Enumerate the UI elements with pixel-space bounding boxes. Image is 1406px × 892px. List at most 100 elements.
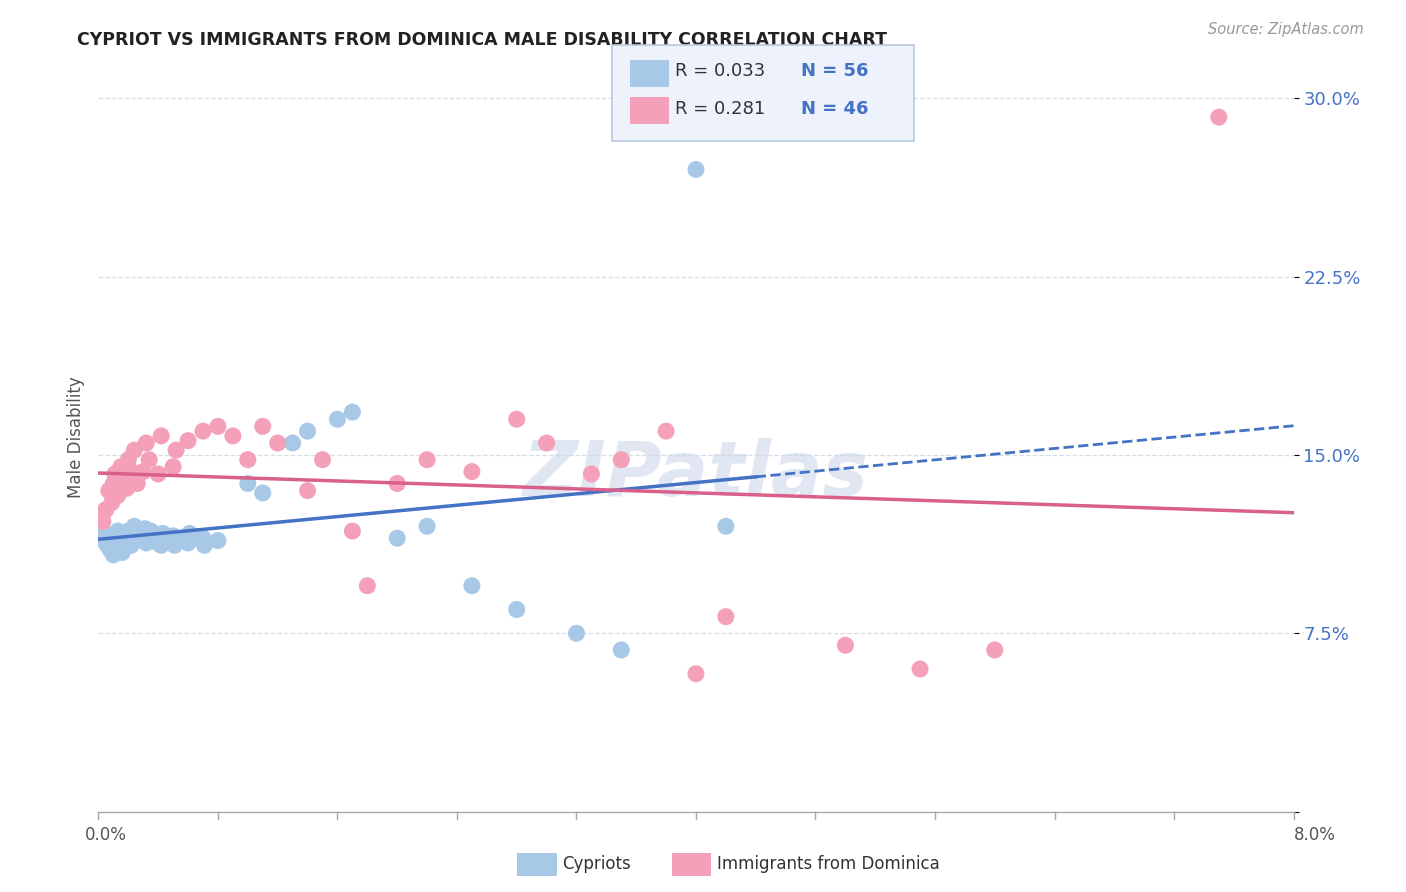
Point (101, 541, 124, 555)
Point (124, 519, 146, 533)
Point (136, 529, 159, 543)
Point (179, 526, 201, 541)
Point (207, 419, 229, 434)
Point (506, 602, 529, 616)
Point (311, 452, 333, 467)
Text: Immigrants from Dominica: Immigrants from Dominica (717, 855, 939, 873)
Point (267, 436, 290, 450)
Point (108, 536, 131, 550)
Point (110, 531, 132, 545)
Point (191, 424, 214, 438)
Point (132, 465, 155, 479)
Text: 8.0%: 8.0% (1294, 826, 1336, 844)
Y-axis label: Male Disability: Male Disability (66, 376, 84, 498)
Point (610, 643, 633, 657)
Point (138, 533, 160, 548)
Point (135, 536, 157, 550)
Point (714, 519, 737, 533)
Point (153, 533, 176, 548)
Point (152, 526, 174, 541)
Point (96, 538, 118, 552)
Point (101, 495, 124, 509)
Text: N = 56: N = 56 (801, 62, 869, 80)
Point (94, 536, 117, 550)
Point (162, 459, 184, 474)
Text: Source: ZipAtlas.com: Source: ZipAtlas.com (1208, 22, 1364, 37)
Text: CYPRIOT VS IMMIGRANTS FROM DOMINICA MALE DISABILITY CORRELATION CHART: CYPRIOT VS IMMIGRANTS FROM DOMINICA MALE… (77, 31, 887, 49)
Point (356, 579, 378, 593)
Point (236, 452, 259, 467)
Point (127, 476, 149, 491)
Point (115, 481, 138, 495)
Point (536, 436, 558, 450)
Point (297, 424, 319, 438)
Text: R = 0.033: R = 0.033 (675, 62, 765, 80)
Point (105, 538, 128, 552)
Point (236, 476, 259, 491)
Point (565, 626, 588, 640)
Point (118, 531, 141, 545)
Point (834, 638, 856, 652)
Point (908, 662, 931, 676)
Point (117, 524, 139, 538)
Point (165, 531, 187, 545)
Point (148, 536, 170, 550)
Point (121, 526, 143, 541)
Point (207, 533, 229, 548)
Point (97, 533, 120, 548)
Point (104, 467, 127, 481)
Point (342, 405, 364, 419)
Point (385, 531, 409, 545)
Point (385, 476, 409, 491)
Point (98, 543, 122, 558)
Point (135, 436, 157, 450)
Point (685, 666, 707, 681)
Point (191, 531, 214, 545)
Point (93, 531, 115, 545)
Point (342, 524, 364, 538)
Point (984, 643, 1007, 657)
Point (111, 545, 134, 559)
Point (107, 524, 129, 538)
Point (281, 436, 304, 450)
Point (91, 524, 114, 538)
Point (132, 531, 155, 545)
Point (150, 429, 173, 443)
Text: 0.0%: 0.0% (84, 826, 127, 844)
Point (252, 419, 274, 434)
Point (177, 536, 200, 550)
Point (114, 533, 136, 548)
Text: Cypriots: Cypriots (562, 855, 631, 873)
Point (326, 412, 349, 426)
Point (148, 467, 170, 481)
Point (125, 533, 148, 548)
Point (150, 538, 173, 552)
Point (714, 609, 737, 624)
Point (252, 486, 274, 500)
Point (110, 459, 132, 474)
Point (138, 452, 160, 467)
Point (416, 452, 439, 467)
Point (461, 579, 484, 593)
Point (222, 429, 245, 443)
Point (103, 548, 125, 562)
Point (91, 515, 114, 529)
Point (416, 519, 439, 533)
Point (655, 424, 678, 438)
Point (297, 483, 319, 498)
Point (134, 522, 156, 536)
Point (461, 465, 484, 479)
Point (97, 483, 120, 498)
Point (581, 467, 603, 481)
Point (139, 524, 162, 538)
Point (610, 452, 633, 467)
Point (90, 515, 112, 529)
Point (120, 465, 142, 479)
Point (124, 443, 146, 458)
Point (94, 502, 117, 516)
Point (162, 529, 184, 543)
Text: N = 46: N = 46 (801, 100, 869, 118)
Point (107, 488, 129, 502)
Point (149, 531, 172, 545)
Point (120, 538, 142, 552)
